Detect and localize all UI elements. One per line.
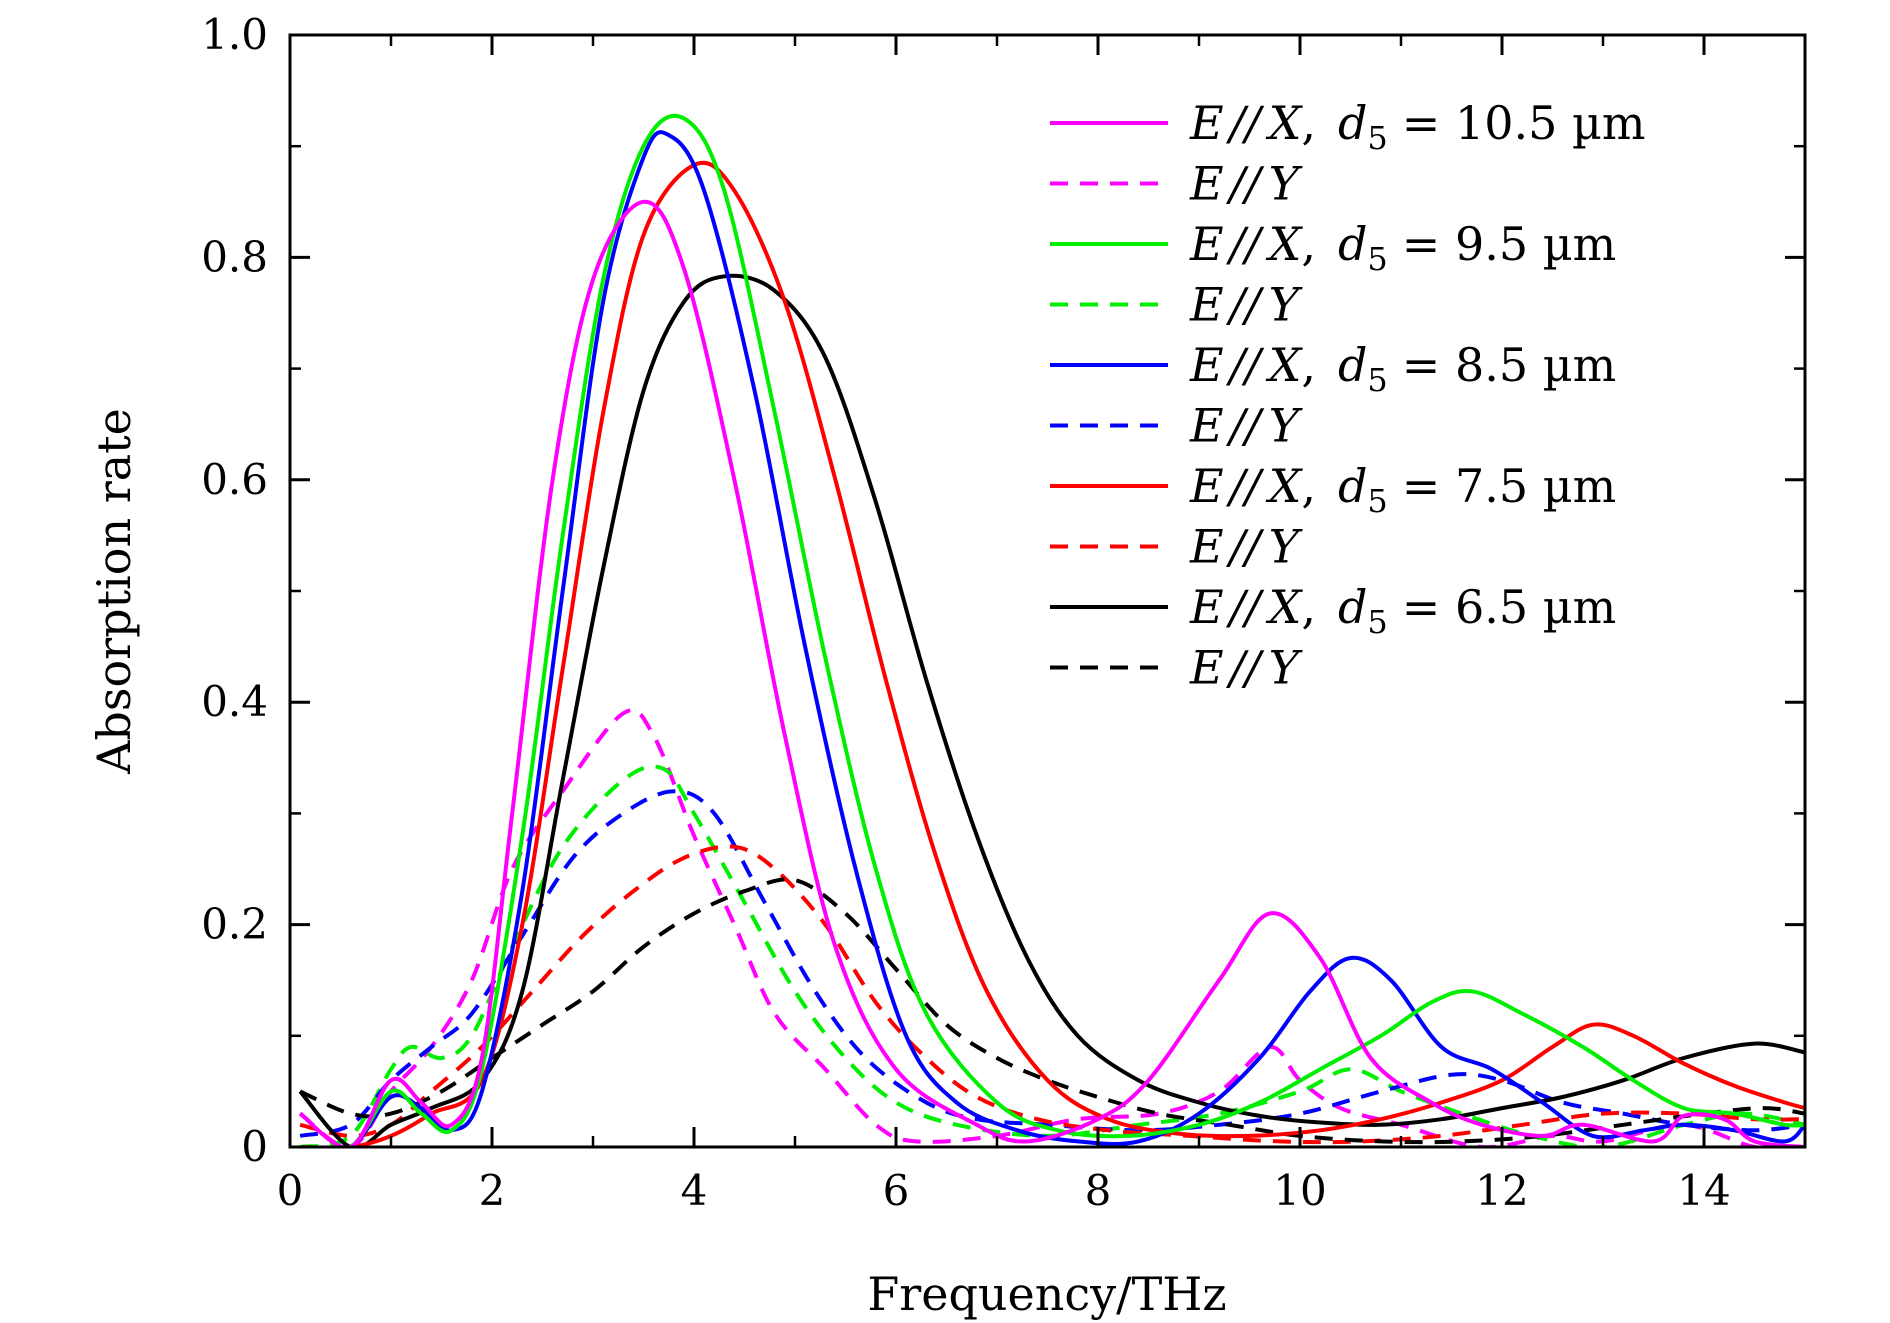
legend-entry-6: E//X, d5 = 7.5 µm [1189,459,1616,520]
legend-entry-8: E//X, d5 = 6.5 µm [1189,580,1616,641]
y-tick-label: 0.8 [201,232,268,281]
x-tick-label: 12 [1475,1166,1528,1215]
plot-frame [288,33,1807,1149]
x-tick-label: 6 [883,1166,910,1215]
legend-entry-2: E//X, d5 = 9.5 µm [1189,217,1616,278]
series-line-3 [299,764,1805,1147]
legend-entry-4: E//X, d5 = 8.5 µm [1189,338,1616,399]
tick-layer: 0 2 4 6 8 10 12 14 0 0.2 0.4 0.6 0.8 1.0 [201,10,1805,1215]
y-tick-label: 0 [241,1122,268,1171]
y-axis-title: Absorption rate [87,408,141,775]
x-tick-label: 2 [479,1166,506,1215]
x-tick-label: 14 [1677,1166,1730,1215]
y-tick-label: 0.2 [201,900,268,949]
legend: E//X, d5 = 10.5 µmE//YE//X, d5 = 9.5 µmE//YE… [1050,96,1646,695]
y-tick-label: 0.4 [201,677,268,726]
series-line-4 [300,130,1805,1147]
legend-entry-7: E//Y [1189,520,1304,574]
x-tick-label: 8 [1085,1166,1112,1215]
series-line-2 [300,113,1805,1147]
y-tick-label: 0.6 [201,455,268,504]
series-line-0 [298,199,1805,1147]
x-tick-label: 0 [277,1166,304,1215]
series-line-8 [298,273,1805,1147]
legend-entry-9: E//Y [1189,641,1304,695]
legend-entry-0: E//X, d5 = 10.5 µm [1189,96,1646,157]
x-tick-label: 10 [1273,1166,1326,1215]
series-line-6 [300,160,1805,1147]
legend-entry-3: E//Y [1189,278,1304,332]
y-tick-label: 1.0 [201,10,268,59]
series-layer [298,113,1805,1147]
legend-entry-5: E//Y [1189,399,1304,453]
x-axis-title: Frequency/THz [867,1267,1226,1321]
legend-entry-1: E//Y [1189,157,1304,211]
x-tick-label: 4 [681,1166,708,1215]
